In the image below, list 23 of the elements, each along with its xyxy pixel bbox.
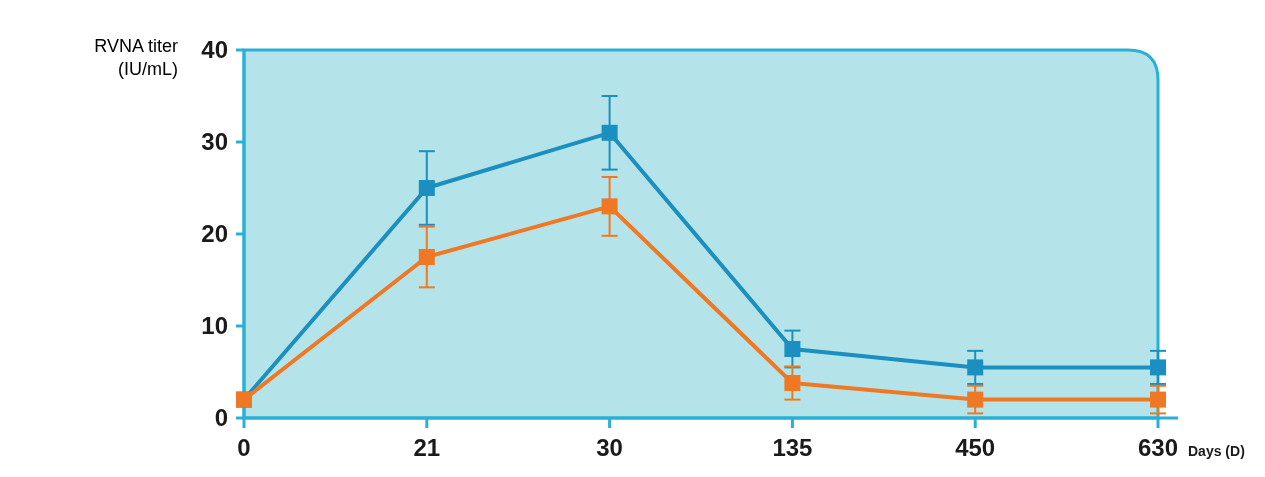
point	[784, 375, 801, 392]
y-tick-label: 40	[201, 36, 228, 64]
y-axis-title: RVNA titer (IU/mL)	[94, 36, 178, 80]
y-tick-label: 30	[201, 128, 228, 156]
x-tick-label: 30	[596, 434, 623, 461]
x-axis-title: Days (D)	[1188, 443, 1245, 459]
y-tick-label: 20	[201, 220, 228, 248]
point	[601, 198, 618, 215]
point	[967, 359, 984, 376]
point	[1150, 391, 1166, 408]
x-tick-label: 450	[955, 434, 996, 461]
point	[1150, 359, 1166, 376]
x-tick-label: 135	[772, 434, 813, 461]
point	[784, 341, 801, 357]
x-tick-label: 630	[1137, 434, 1179, 461]
point	[601, 124, 618, 141]
x-tick-label: 0	[237, 434, 251, 461]
y-tick-label: 0	[214, 404, 228, 432]
point	[418, 180, 435, 196]
x-tick-label: 21	[413, 434, 441, 461]
point	[418, 249, 435, 265]
y-tick-label: 10	[201, 312, 228, 340]
point	[967, 391, 984, 408]
